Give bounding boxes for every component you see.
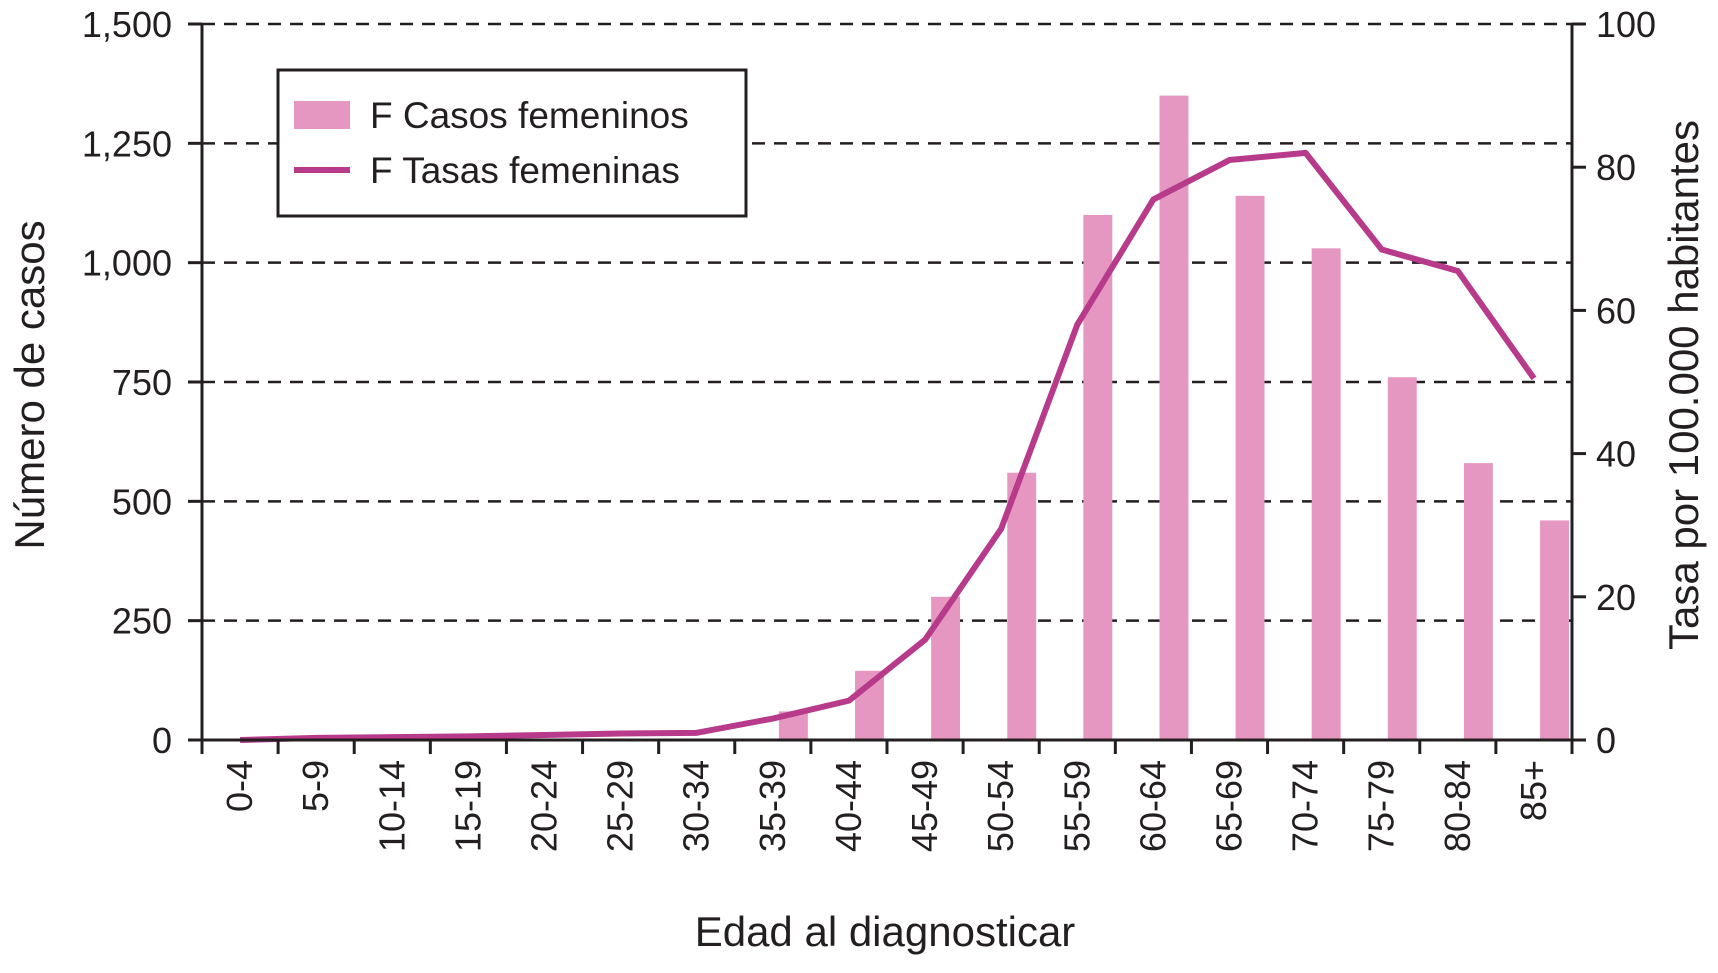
y-right-tick-label: 60 (1596, 290, 1636, 331)
x-tick-label: 75-79 (1361, 760, 1402, 852)
legend-bar-swatch (294, 101, 350, 129)
y-right-tick-label: 40 (1596, 434, 1636, 475)
bars (778, 95, 1569, 741)
y-left-tick-label: 750 (112, 362, 172, 403)
x-tick-label: 0-4 (219, 760, 260, 812)
left-tick-labels: 1,500 1,250 1,000 750 500 250 0 (82, 4, 172, 761)
x-tick-label: 55-59 (1056, 760, 1097, 852)
x-tick-label: 60-64 (1132, 760, 1173, 852)
y-left-tick-label: 500 (112, 481, 172, 522)
legend-bar-label: F Casos femeninos (370, 95, 689, 136)
x-tick-label: 70-74 (1285, 760, 1326, 852)
bar-45-49 (931, 596, 961, 740)
x-tick-label: 5-9 (295, 760, 336, 812)
bar-50-54 (1007, 472, 1037, 740)
x-tick-label: 15-19 (447, 760, 488, 852)
axes (188, 22, 1586, 754)
bar-85+ (1540, 520, 1569, 740)
y-axis-right-label: Tasa por 100.000 habitantes (1660, 120, 1707, 650)
y-axis-left-label: Número de casos (6, 220, 53, 549)
x-tick-label: 85+ (1513, 760, 1554, 821)
x-tick-label: 30-34 (676, 760, 717, 852)
bar-70-74 (1311, 248, 1341, 740)
x-tick-label: 20-24 (524, 760, 565, 852)
y-left-tick-label: 1,500 (82, 4, 172, 45)
y-left-tick-label: 1,000 (82, 243, 172, 284)
bar-65-69 (1235, 195, 1265, 741)
rate-line (239, 149, 1537, 743)
x-tick-label: 65-69 (1209, 760, 1250, 852)
y-right-tick-label: 100 (1596, 4, 1656, 45)
bar-60-64 (1159, 95, 1189, 741)
x-tick-labels: 0-4 5-9 10-14 15-19 20-24 25-29 30-34 35-39 40-4… (219, 760, 1554, 852)
x-tick-label: 10-14 (371, 760, 412, 852)
y-right-tick-label: 80 (1596, 147, 1636, 188)
line-layer (239, 149, 1537, 743)
y-left-tick-label: 0 (152, 720, 172, 761)
x-tick-label: 50-54 (980, 760, 1021, 852)
bar-75-79 (1387, 377, 1417, 740)
legend-line-label: F Tasas femeninas (370, 150, 680, 191)
x-tick-label: 40-44 (828, 760, 869, 852)
y-left-tick-label: 250 (112, 601, 172, 642)
y-left-tick-label: 1,250 (82, 123, 172, 164)
x-tick-label: 35-39 (752, 760, 793, 852)
x-tick-label: 45-49 (904, 760, 945, 852)
y-right-tick-label: 20 (1596, 577, 1636, 618)
legend-box (276, 68, 748, 218)
x-tick-label: 80-84 (1437, 760, 1478, 852)
right-tick-labels: 100 80 60 40 20 0 (1596, 4, 1656, 761)
x-axis-label: Edad al diagnosticar (695, 908, 1076, 955)
x-tick-label: 25-29 (600, 760, 641, 852)
legend: F Casos femeninos F Tasas femeninas (276, 68, 748, 218)
y-right-tick-label: 0 (1596, 720, 1616, 761)
bar-80-84 (1463, 463, 1493, 740)
